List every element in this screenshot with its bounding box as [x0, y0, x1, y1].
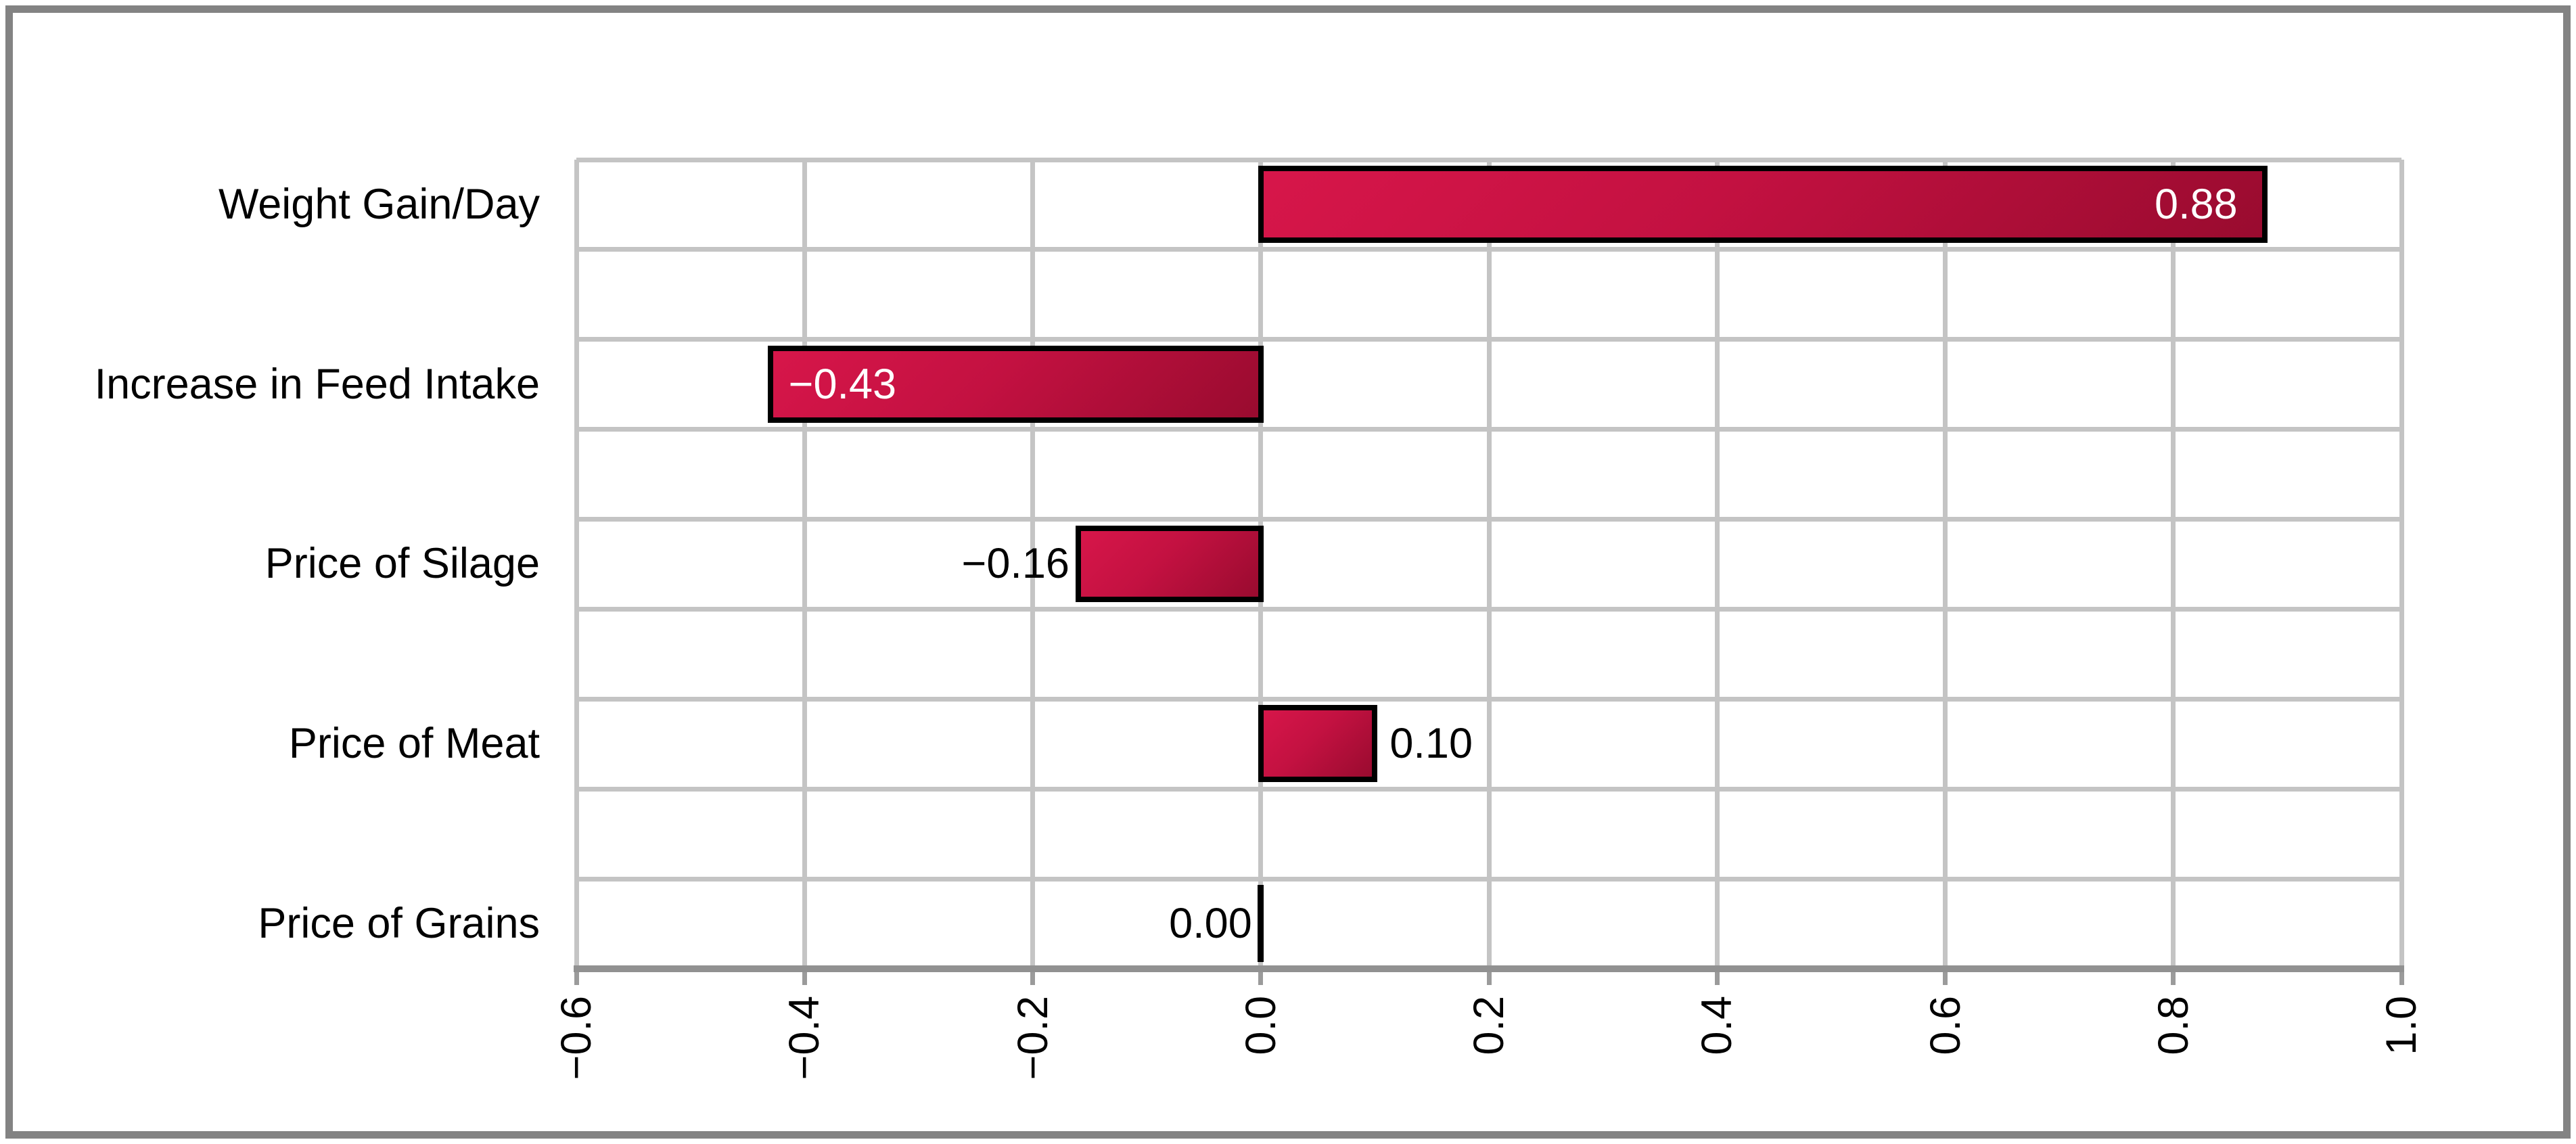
- category-label: Increase in Feed Intake: [94, 360, 540, 408]
- category-label: Price of Meat: [288, 720, 540, 768]
- gridline-v: [1714, 160, 1720, 969]
- gridline-v: [2171, 160, 2176, 969]
- bar-value-label: 0.00: [1169, 900, 1252, 948]
- x-tick-label-text: 0.8: [2149, 996, 2197, 1055]
- x-tick-label-text: 1.0: [2378, 996, 2425, 1055]
- x-tick-label-text: 0.6: [1921, 996, 1969, 1055]
- bar: [1258, 166, 2268, 243]
- plot-area: 0.88 −0.43 −0.16 0.10 0.00: [574, 157, 2404, 985]
- x-axis-tick-mark: [1030, 969, 1035, 985]
- bar-value-label: 0.88: [2155, 180, 2238, 228]
- gridline-v: [1486, 160, 1492, 969]
- x-tick-label-text: 0.0: [1237, 996, 1285, 1055]
- x-axis-tick-mark: [1943, 969, 1948, 985]
- gridline-v: [574, 160, 579, 969]
- x-axis-tick-mark: [1714, 969, 1720, 985]
- gridline-v: [802, 160, 807, 969]
- bar: [1258, 705, 1378, 783]
- x-axis-tick-mark: [2171, 969, 2176, 985]
- category-label: Price of Silage: [264, 540, 540, 588]
- x-tick-label-text: −0.6: [553, 996, 600, 1080]
- gridline-v: [1030, 160, 1035, 969]
- bar: [767, 345, 1264, 423]
- x-axis-tick-mark: [1486, 969, 1492, 985]
- gridline-v: [1943, 160, 1948, 969]
- x-tick-label-text: 0.4: [1693, 996, 1741, 1055]
- zero-bar: [1258, 885, 1264, 962]
- bar-value-label: 0.10: [1389, 720, 1473, 768]
- x-tick-label-text: −0.4: [781, 996, 829, 1080]
- gridline-v: [2399, 160, 2404, 969]
- bar-value-label: −0.43: [788, 360, 897, 408]
- bar-value-label: −0.16: [961, 540, 1070, 588]
- x-axis-tick-mark: [574, 969, 579, 985]
- x-tick-label-text: 0.2: [1465, 996, 1513, 1055]
- category-label: Weight Gain/Day: [218, 180, 540, 228]
- x-axis-tick-mark: [802, 969, 807, 985]
- x-axis-line: [574, 965, 2404, 972]
- x-tick-label-text: −0.2: [1009, 996, 1057, 1080]
- bar: [1075, 525, 1264, 603]
- x-axis-tick-mark: [1258, 969, 1264, 985]
- category-label: Price of Grains: [258, 900, 540, 948]
- x-axis-tick-mark: [2399, 969, 2404, 985]
